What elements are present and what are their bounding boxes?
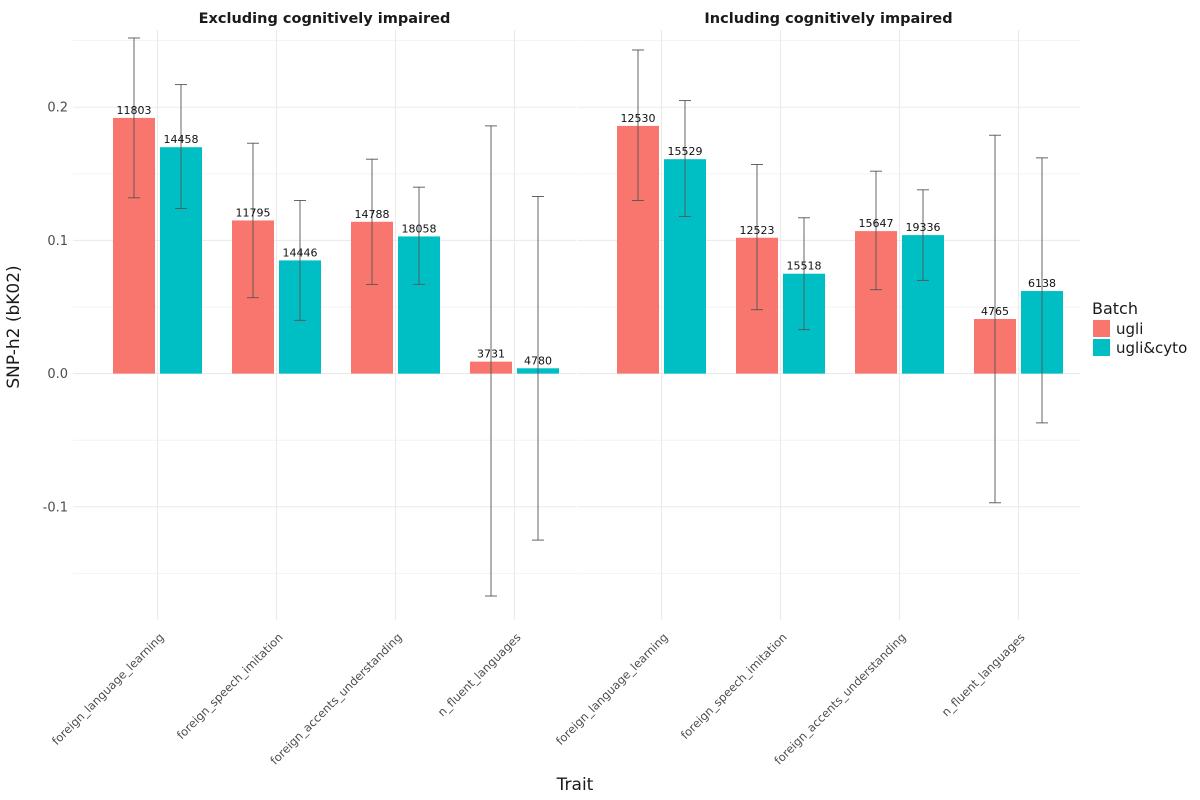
bar-data-label: 15647 [859,217,894,230]
error-bar [632,49,644,201]
error-bar [870,170,882,291]
legend-swatch [1093,339,1110,356]
bar-data-label: 14458 [164,133,199,146]
error-bar [247,142,259,299]
y-tick-label: 0.2 [47,101,68,116]
chart-panels: Excluding cognitively impaired 11803 11795… [43,11,1080,767]
error-bar [413,186,425,285]
bar-data-label: 11795 [236,206,271,219]
legend-label: ugli&cyto [1116,339,1187,357]
facet-title: Including cognitively impaired [704,11,952,27]
x-tick-label: foreign_language_learning [553,630,671,748]
y-tick-label: 0.1 [47,234,68,249]
facet-title: Excluding cognitively impaired [199,11,451,27]
error-bar [485,125,497,597]
bar-data-label: 15529 [668,145,703,158]
error-bar [798,217,810,331]
error-bar [532,196,544,541]
facet-panel: Excluding cognitively impaired 11803 11795… [49,11,576,767]
error-bar [989,134,1001,504]
x-tick-label: foreign_accents_understanding [771,630,908,767]
error-bar [679,100,691,217]
facet-panel: Including cognitively impaired 12530 12523… [553,11,1080,767]
error-bar [366,158,378,285]
bar-data-label: 6138 [1028,277,1056,290]
bar-data-label: 14788 [355,208,390,221]
error-bar [917,189,929,281]
bar-data-label: 4780 [524,354,552,367]
bar-data-label: 15518 [787,260,822,273]
bar-data-label: 19336 [906,221,941,234]
error-bar [128,37,140,199]
error-bar [175,84,187,209]
error-bar [294,200,306,321]
legend-title: Batch [1092,299,1138,318]
y-tick-label: -0.1 [43,500,68,515]
x-tick-label: foreign_speech_imitation [174,630,286,742]
bar-data-label: 4765 [981,305,1009,318]
bar-data-label: 11803 [117,104,152,117]
y-axis-title: SNP-h2 (bK02) [4,265,24,388]
error-bar [751,164,763,311]
x-tick-label: foreign_accents_understanding [267,630,404,767]
legend-label: ugli [1116,320,1143,338]
x-tick-label: n_fluent_languages [435,630,524,719]
x-tick-label: n_fluent_languages [939,630,1028,719]
x-axis-title: Trait [556,775,594,795]
legend-swatch [1093,320,1110,337]
error-bar [1036,157,1048,424]
bar-data-label: 14446 [283,246,318,259]
bar-data-label: 12523 [740,224,775,237]
bar-data-label: 18058 [402,222,437,235]
x-tick-label: foreign_speech_imitation [678,630,790,742]
bar-data-label: 3731 [477,348,505,361]
bar-data-label: 12530 [621,112,656,125]
y-tick-label: 0.0 [47,367,68,382]
x-tick-label: foreign_language_learning [49,630,167,748]
